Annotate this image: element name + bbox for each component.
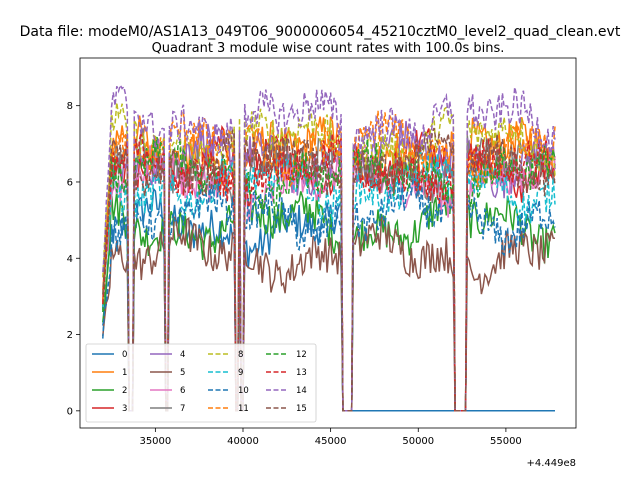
legend-label-2: 2 bbox=[122, 386, 127, 396]
y-tick-label: 4 bbox=[67, 254, 73, 265]
series-line-14 bbox=[102, 83, 556, 412]
legend-label-14: 14 bbox=[296, 386, 307, 396]
legend-label-13: 13 bbox=[296, 368, 307, 378]
y-tick-label: 0 bbox=[67, 406, 73, 417]
legend-label-8: 8 bbox=[238, 350, 243, 360]
series-line-13 bbox=[102, 131, 556, 412]
series-line-15 bbox=[102, 127, 556, 412]
x-tick-label: 45000 bbox=[315, 436, 347, 447]
legend-label-9: 9 bbox=[238, 368, 243, 378]
legend-label-7: 7 bbox=[180, 404, 185, 414]
legend-label-1: 1 bbox=[122, 368, 127, 378]
legend-label-0: 0 bbox=[122, 350, 127, 360]
legend-label-10: 10 bbox=[238, 386, 249, 396]
x-offset-label: +4.449e8 bbox=[526, 458, 576, 469]
y-tick-label: 8 bbox=[67, 101, 73, 112]
x-tick-label: 40000 bbox=[227, 436, 259, 447]
series-line-12 bbox=[102, 136, 556, 412]
legend-label-15: 15 bbox=[296, 404, 307, 414]
legend-label-11: 11 bbox=[238, 404, 249, 414]
x-tick-label: 55000 bbox=[490, 436, 522, 447]
series-line-3 bbox=[102, 124, 556, 412]
series-line-9 bbox=[102, 148, 556, 412]
legend-label-3: 3 bbox=[122, 404, 127, 414]
series-line-11 bbox=[102, 109, 556, 412]
x-tick-label: 50000 bbox=[402, 436, 434, 447]
plot-frame bbox=[79, 57, 577, 429]
legend-label-5: 5 bbox=[180, 368, 185, 378]
y-tick-label: 2 bbox=[67, 330, 73, 341]
y-axis: 0 2 4 6 8 bbox=[67, 101, 80, 417]
y-tick-label: 6 bbox=[67, 177, 73, 188]
series-line-5 bbox=[102, 215, 556, 412]
legend-label-12: 12 bbox=[296, 350, 307, 360]
series-layer bbox=[102, 83, 556, 412]
chart-suptitle: Data file: modeM0/AS1A13_049T06_90000060… bbox=[20, 24, 621, 40]
legend-label-6: 6 bbox=[180, 386, 185, 396]
legend-box bbox=[85, 343, 317, 423]
legend-label-4: 4 bbox=[180, 350, 185, 360]
x-axis: 35000 40000 45000 50000 55000 bbox=[139, 428, 522, 447]
x-tick-label: 35000 bbox=[139, 436, 171, 447]
chart-title: Quadrant 3 module wise count rates with … bbox=[152, 41, 505, 56]
